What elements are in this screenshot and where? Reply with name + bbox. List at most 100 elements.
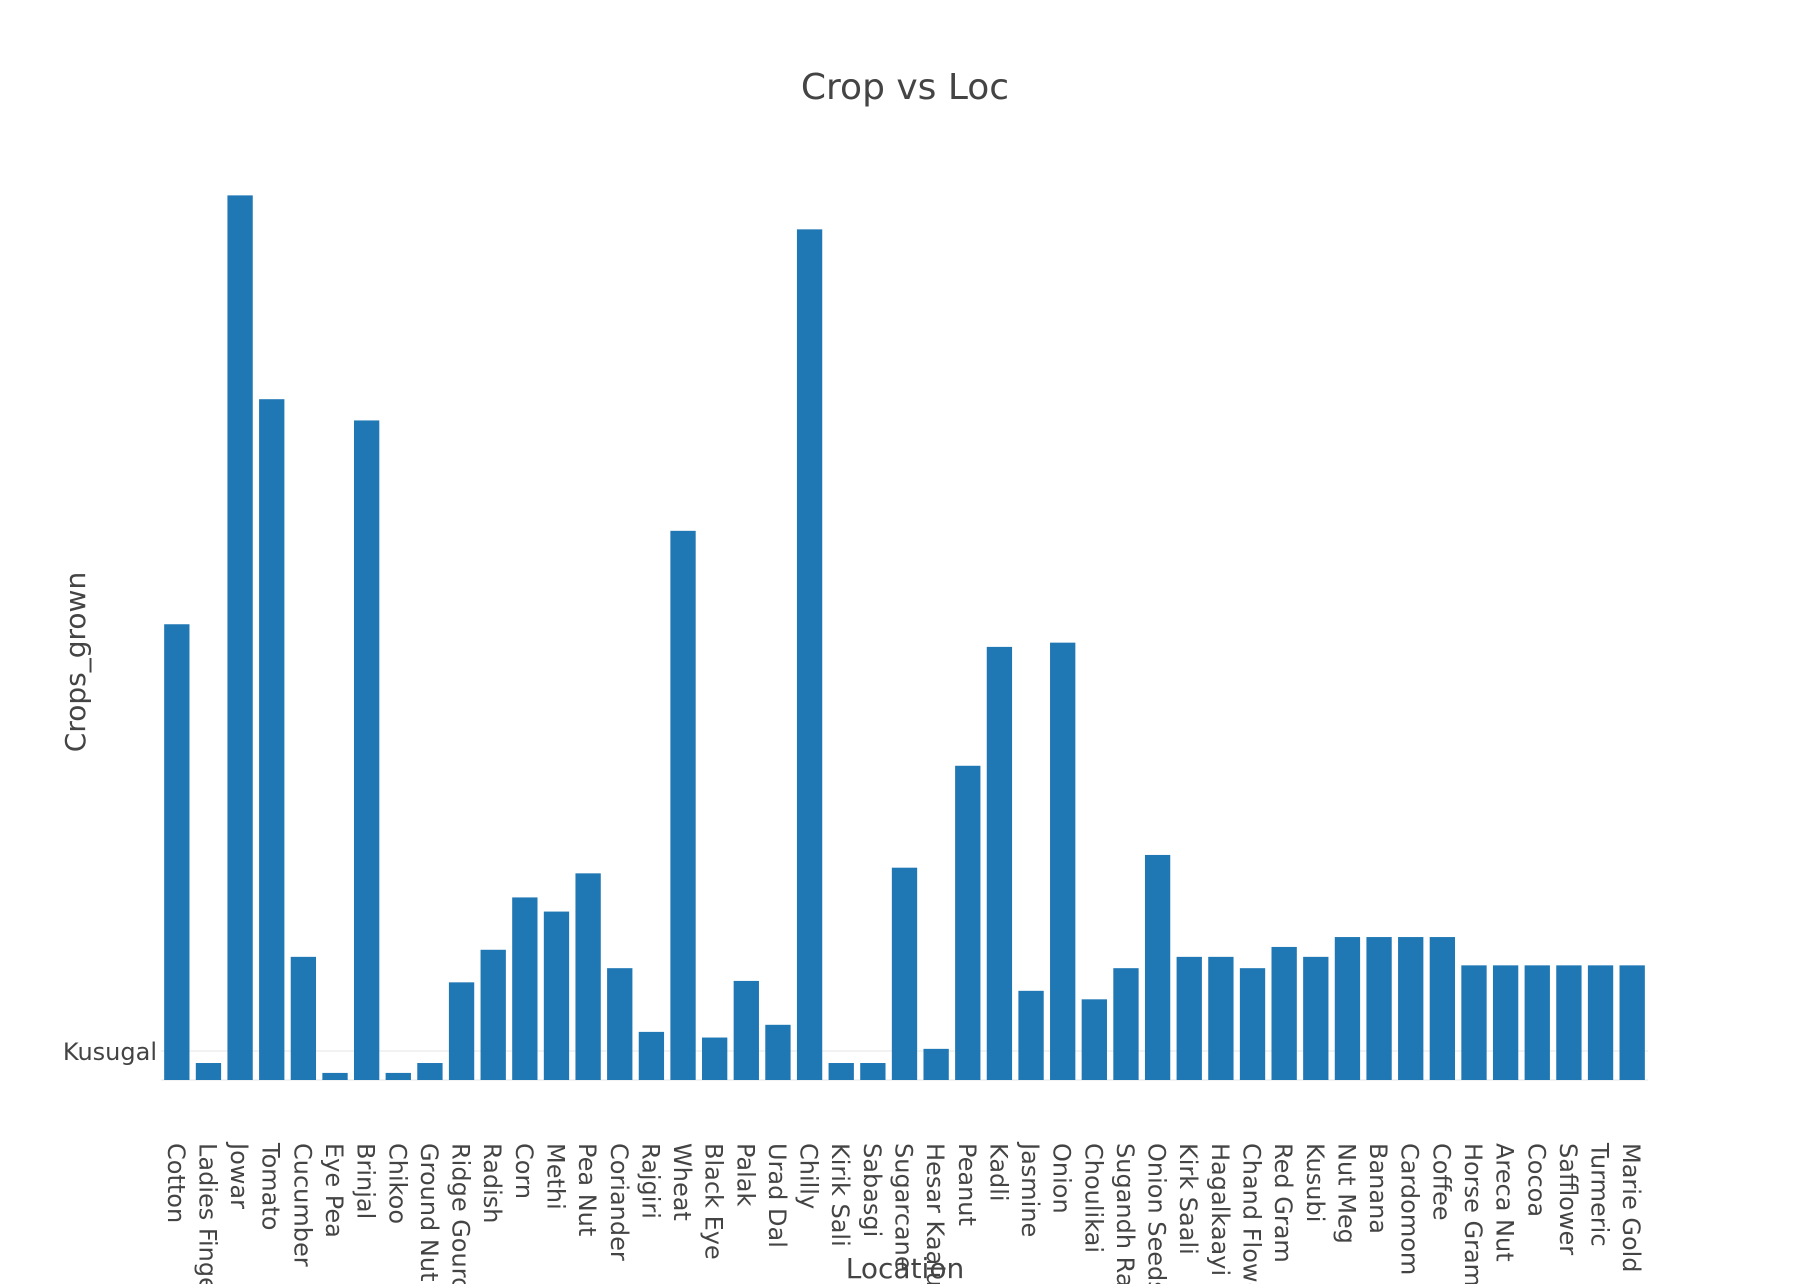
bar[interactable] (1239, 968, 1266, 1080)
x-tick-label: Ladies Finger (193, 1143, 221, 1284)
x-tick-label: Methi (541, 1143, 569, 1210)
bar[interactable] (1176, 956, 1202, 1080)
x-tick-label: Sabasgi (858, 1143, 886, 1237)
bar[interactable] (1208, 956, 1234, 1080)
x-tick-label: Cucumber (288, 1143, 316, 1267)
bar[interactable] (353, 420, 380, 1080)
bar[interactable] (1556, 965, 1582, 1080)
x-tick-label: Wheat (668, 1143, 696, 1221)
bar[interactable] (1587, 965, 1614, 1080)
bars-layer (164, 195, 1645, 1081)
x-tick-label: Corn (510, 1143, 538, 1199)
x-tick-label: Onion (1048, 1143, 1076, 1214)
bar[interactable] (1144, 854, 1171, 1080)
bar[interactable] (891, 867, 918, 1080)
bar[interactable] (765, 1024, 791, 1080)
x-tick-label: Kusubi (1301, 1143, 1329, 1222)
x-tick-label: Kadli (984, 1143, 1012, 1202)
x-tick-label: Jasmine (1016, 1141, 1044, 1237)
bar[interactable] (1081, 999, 1107, 1080)
x-tick-label: Safflower (1554, 1143, 1582, 1255)
x-tick-label: Pea Nut (573, 1143, 601, 1236)
bar[interactable] (702, 1037, 728, 1080)
x-tick-label: Tomato (257, 1142, 285, 1230)
x-tick-label: Coriander (605, 1143, 633, 1261)
x-tick-label: Sugandh Raja (1111, 1143, 1139, 1284)
x-tick-label: Rajgiri (636, 1143, 664, 1219)
bar[interactable] (1524, 965, 1550, 1080)
bar[interactable] (385, 1072, 411, 1080)
x-tick-label: Peanut (953, 1143, 981, 1226)
x-tick-label: Urad Dal (763, 1143, 791, 1248)
bar[interactable] (986, 646, 1013, 1080)
bar[interactable] (1461, 965, 1487, 1080)
bar[interactable] (164, 624, 190, 1080)
x-tick-label: Hesar Kaalu (921, 1143, 949, 1284)
x-tick-label: Horse Gram (1459, 1143, 1487, 1284)
bar[interactable] (1050, 642, 1076, 1080)
bar[interactable] (860, 1063, 886, 1080)
x-tick-label: Chilly (795, 1143, 823, 1209)
bar[interactable] (733, 980, 759, 1080)
x-tick-label: Kirik Sali (826, 1143, 854, 1247)
bar[interactable] (955, 765, 981, 1080)
bar[interactable] (1366, 937, 1392, 1080)
x-tick-label: Chikoo (383, 1143, 411, 1224)
x-tick-label: Palak (731, 1143, 759, 1206)
bar[interactable] (1018, 990, 1044, 1080)
x-tick-label: Ground Nut (415, 1143, 443, 1281)
bar[interactable] (828, 1063, 854, 1080)
x-tick-label: Radish (478, 1143, 506, 1223)
bar[interactable] (638, 1031, 665, 1080)
x-tick-label: Black Eye (700, 1143, 728, 1260)
bar[interactable] (543, 911, 570, 1080)
bar[interactable] (575, 873, 601, 1080)
bar[interactable] (670, 530, 696, 1080)
x-tick-label: Sugarcane (890, 1143, 918, 1271)
chart-title: Crop vs Loc (801, 67, 1009, 108)
x-tick-label: Brinjal (352, 1143, 380, 1219)
x-tick-label: Marie Gold (1617, 1143, 1645, 1273)
bar[interactable] (259, 399, 285, 1080)
bar[interactable] (923, 1048, 949, 1080)
x-tick-label: Banana (1364, 1143, 1392, 1234)
y-tick-label: Kusugal (63, 1038, 157, 1066)
bar[interactable] (290, 956, 317, 1080)
bar[interactable] (1334, 937, 1361, 1080)
x-tick-label: Hagalkaayi (1206, 1143, 1234, 1276)
bar[interactable] (480, 949, 506, 1080)
x-tick-label: Nut Meg (1332, 1143, 1360, 1244)
x-tick-label: Areca Nut (1491, 1143, 1519, 1262)
x-tick-label: Chand Flower (1238, 1143, 1266, 1284)
bar[interactable] (227, 195, 253, 1080)
x-tick-label: Red Gram (1269, 1143, 1297, 1263)
x-tick-layer: Cotton Ladies Finger Jowar Tomato Cucumber Ey… (162, 1141, 1645, 1288)
bar[interactable] (1113, 968, 1139, 1080)
bar[interactable] (1492, 965, 1519, 1080)
bar[interactable] (512, 897, 538, 1080)
x-tick-label: Cardomom (1396, 1143, 1424, 1275)
x-tick-label: Choulikai (1079, 1143, 1107, 1253)
bar[interactable] (1271, 946, 1297, 1080)
bar[interactable] (1398, 937, 1424, 1080)
x-tick-label: Jowar (225, 1141, 253, 1209)
x-tick-label: Turmeric (1586, 1142, 1614, 1247)
bar[interactable] (1619, 965, 1645, 1080)
bar[interactable] (417, 1063, 443, 1080)
bar[interactable] (1303, 956, 1329, 1080)
x-tick-label: Cocoa (1522, 1143, 1550, 1217)
bar[interactable] (322, 1072, 348, 1080)
y-axis-title: Crops_grown (59, 572, 92, 752)
bar[interactable] (448, 982, 475, 1080)
bar[interactable] (607, 968, 633, 1080)
x-tick-label: Onion Seeds (1143, 1143, 1171, 1284)
y-tick-layer: Kusugal (63, 1038, 157, 1066)
x-tick-label: Kirk Saali (1174, 1143, 1202, 1255)
bar[interactable] (796, 229, 823, 1081)
bar[interactable] (1429, 937, 1456, 1080)
x-tick-label: Cotton (162, 1143, 190, 1223)
x-tick-label: Eye Pea (320, 1143, 348, 1238)
bar[interactable] (195, 1063, 222, 1080)
